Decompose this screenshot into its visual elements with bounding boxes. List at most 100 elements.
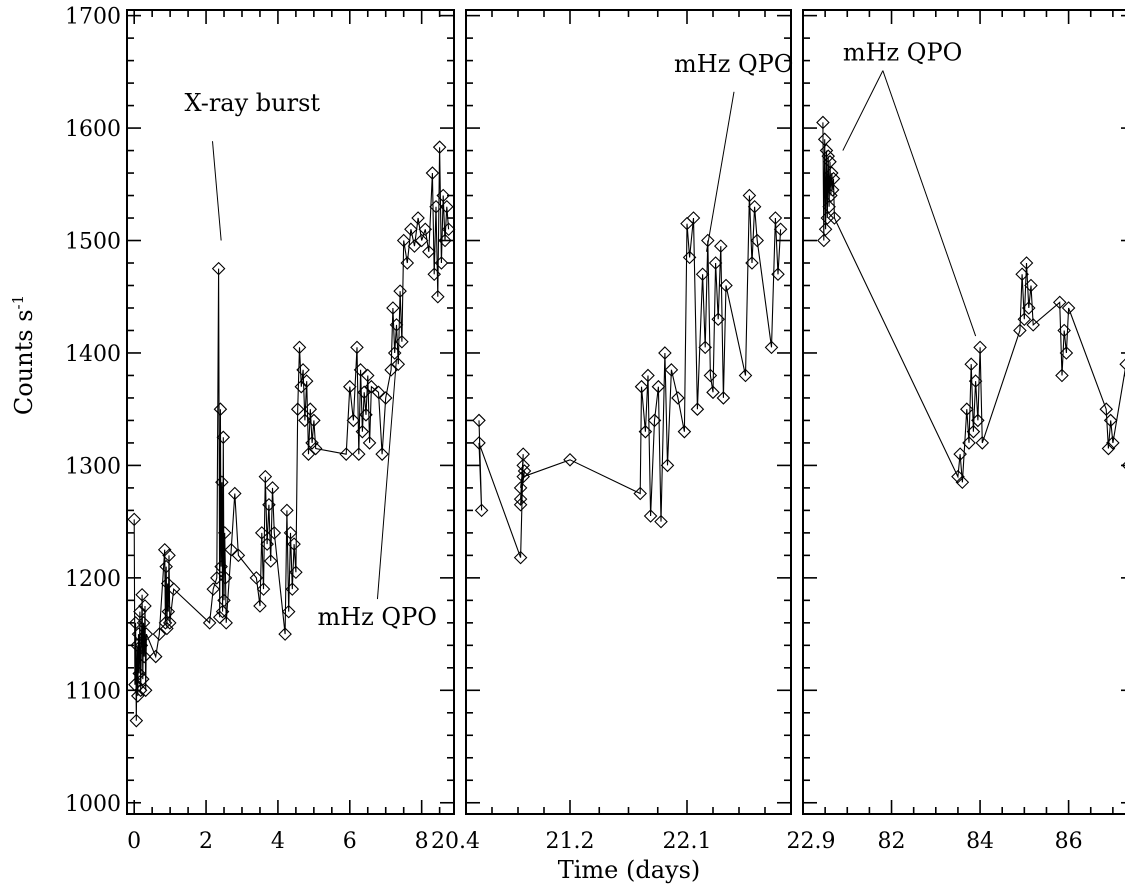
- data-point: [1119, 358, 1125, 370]
- data-point: [135, 587, 149, 602]
- data-point: [745, 256, 759, 270]
- data-point: [427, 267, 442, 282]
- data-point: [973, 340, 987, 355]
- data-point: [1019, 256, 1034, 270]
- x-tick-label: 84: [966, 829, 994, 854]
- annotation-label: X-ray burst: [184, 89, 320, 117]
- x-tick-label: 86: [1055, 829, 1083, 854]
- data-point: [825, 183, 840, 197]
- data-point: [643, 509, 658, 523]
- data-point: [359, 408, 373, 422]
- data-point: [283, 526, 298, 540]
- data-point: [404, 222, 418, 237]
- x-tick-label: 4: [271, 829, 285, 854]
- data-point: [960, 402, 974, 416]
- data-point: [966, 424, 981, 439]
- panels-layer: [126, 9, 1125, 815]
- data-point: [682, 250, 697, 265]
- data-point: [432, 140, 447, 154]
- data-point: [711, 312, 725, 327]
- y-tick-label: 1200: [65, 567, 121, 592]
- data-point: [827, 211, 842, 225]
- data-point: [516, 469, 530, 484]
- data-point: [820, 211, 835, 225]
- data-point: [658, 346, 672, 360]
- data-point: [215, 604, 230, 619]
- data-point: [231, 548, 246, 563]
- data-point: [513, 481, 528, 495]
- data-point: [290, 402, 305, 416]
- data-point: [818, 222, 833, 237]
- data-point: [214, 559, 228, 574]
- x-tick-label: 8: [415, 829, 429, 854]
- data-point: [819, 143, 834, 158]
- data-point: [826, 171, 841, 186]
- data-point: [139, 627, 154, 641]
- data-point: [677, 424, 692, 439]
- data-point: [1052, 295, 1067, 310]
- data-point: [651, 379, 666, 394]
- data-point: [750, 233, 764, 248]
- data-point: [206, 582, 221, 596]
- data-point: [641, 368, 655, 383]
- data-point: [975, 436, 990, 450]
- data-point: [129, 713, 144, 728]
- data-point: [362, 436, 377, 450]
- data-point: [768, 211, 783, 225]
- data-point: [773, 222, 788, 237]
- data-point: [513, 550, 528, 565]
- data-point: [1057, 323, 1071, 338]
- data-point: [1015, 267, 1029, 282]
- data-point: [638, 424, 653, 439]
- annotation-leader-line: [842, 70, 884, 151]
- panel-3-series-line: [822, 122, 1125, 483]
- data-point: [962, 436, 976, 450]
- data-point: [817, 233, 831, 248]
- data-point: [708, 256, 723, 270]
- data-point: [393, 284, 407, 298]
- data-point: [411, 211, 425, 225]
- data-point: [823, 155, 837, 169]
- data-point: [298, 413, 312, 428]
- data-point: [764, 340, 779, 355]
- y-tick-label: 1000: [65, 792, 121, 817]
- data-point: [357, 385, 371, 400]
- data-point: [339, 447, 353, 461]
- data-point: [253, 599, 267, 613]
- data-point: [278, 627, 292, 641]
- data-point: [1021, 301, 1036, 315]
- data-point: [211, 261, 226, 276]
- data-point: [429, 200, 443, 214]
- data-point: [1017, 312, 1032, 327]
- annotation-layer: X-ray burst mHz QPO mHz QPO mHz QPO: [184, 39, 977, 631]
- data-point: [953, 447, 967, 461]
- data-point: [1106, 436, 1120, 450]
- panel-1-series-line: [133, 147, 450, 721]
- data-point: [265, 481, 280, 495]
- data-point: [303, 402, 318, 416]
- data-point: [387, 346, 402, 360]
- y-tick-label: 1700: [65, 5, 121, 30]
- x-tick-label: 21.2: [546, 829, 595, 854]
- data-point: [703, 368, 718, 383]
- data-point: [281, 604, 296, 619]
- data-point: [824, 166, 839, 180]
- data-point: [384, 363, 398, 377]
- data-point: [671, 391, 685, 405]
- data-point: [955, 475, 970, 490]
- data-point: [289, 565, 303, 580]
- data-point: [249, 571, 264, 585]
- data-point: [360, 368, 375, 383]
- data-point: [441, 222, 456, 237]
- data-point: [968, 374, 983, 388]
- data-point: [294, 379, 309, 394]
- data-point: [258, 469, 273, 484]
- data-point: [389, 318, 404, 332]
- x-tick-label: 6: [343, 829, 357, 854]
- data-point: [951, 469, 965, 484]
- data-point: [375, 447, 389, 461]
- data-point: [1013, 323, 1027, 338]
- data-point: [964, 357, 978, 371]
- data-point: [353, 363, 368, 377]
